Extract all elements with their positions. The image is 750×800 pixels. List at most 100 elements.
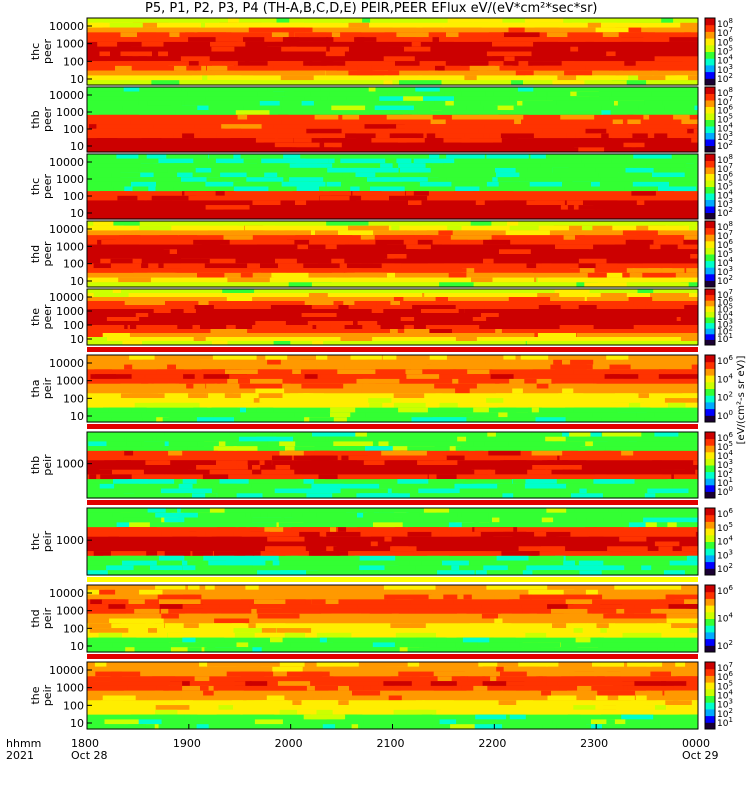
- heatmap-cell: [282, 724, 325, 729]
- heatmap-cell: [116, 91, 161, 97]
- heatmap-cell: [204, 493, 217, 498]
- heatmap-cell: [296, 18, 329, 23]
- heatmap-cell: [503, 200, 510, 206]
- heatmap-cell: [184, 51, 202, 57]
- heatmap-cell: [527, 87, 568, 92]
- heatmap-cell: [423, 205, 466, 210]
- heatmap-cell: [390, 329, 430, 333]
- heatmap-cell: [308, 412, 330, 418]
- heatmap-cell: [93, 209, 137, 215]
- y-tick-label: 100: [63, 622, 84, 635]
- heatmap-cell: [407, 446, 447, 451]
- colorbar-segment: [705, 458, 715, 466]
- heatmap-cell: [638, 527, 666, 532]
- colorbar-tick-label: 105: [717, 303, 733, 316]
- heatmap-cell: [138, 56, 148, 62]
- heatmap-cell: [274, 599, 306, 605]
- heatmap-cell: [418, 488, 450, 494]
- heatmap-cell: [573, 705, 600, 710]
- heatmap-cell: [393, 282, 436, 287]
- heatmap-cell: [469, 249, 491, 254]
- heatmap-cell: [518, 536, 559, 542]
- heatmap-cell: [623, 142, 645, 148]
- heatmap-cell: [509, 110, 538, 115]
- heatmap-cell: [233, 705, 279, 710]
- heatmap-cell: [633, 398, 659, 403]
- heatmap-cell: [126, 436, 153, 442]
- heatmap-cell: [299, 531, 320, 537]
- heatmap-cell: [383, 681, 412, 686]
- heatmap-cell: [226, 671, 265, 677]
- heatmap-cell: [478, 70, 488, 76]
- heatmap-cell: [384, 565, 416, 571]
- heatmap-cell: [242, 398, 254, 403]
- heatmap-cell: [289, 177, 324, 182]
- heatmap-cell: [628, 647, 658, 652]
- heatmap-cell: [161, 613, 188, 619]
- heatmap-cell: [607, 205, 624, 210]
- heatmap-cell: [542, 128, 580, 134]
- heatmap-cell: [499, 249, 531, 254]
- heatmap-cell: [507, 724, 543, 729]
- heatmap-cell: [294, 32, 332, 38]
- heatmap-band: [87, 474, 698, 480]
- colorbar-tick-label: 104: [717, 188, 733, 201]
- heatmap-cell: [299, 398, 344, 403]
- heatmap-cell: [101, 599, 126, 605]
- heatmap-cell: [406, 191, 414, 196]
- heatmap-cell: [348, 225, 389, 231]
- heatmap-cell: [555, 522, 590, 528]
- heatmap-cell: [495, 167, 516, 173]
- heatmap-cell: [689, 714, 698, 720]
- heatmap-cell: [221, 181, 241, 187]
- heatmap-cell: [397, 138, 425, 143]
- heatmap-cell: [251, 239, 295, 245]
- heatmap-cell: [528, 61, 562, 66]
- heatmap-cell: [584, 87, 595, 92]
- heatmap-cell: [195, 167, 212, 173]
- heatmap-cell: [409, 522, 430, 528]
- heatmap-cell: [680, 293, 698, 297]
- heatmap-cell: [349, 172, 356, 178]
- heatmap-cell: [490, 325, 534, 329]
- heatmap-cell: [597, 637, 604, 643]
- heatmap-cell: [158, 555, 184, 561]
- heatmap-cell: [638, 105, 665, 111]
- heatmap-cell: [518, 147, 533, 152]
- heatmap-cell: [514, 87, 534, 92]
- heatmap-cell: [608, 249, 644, 254]
- heatmap-cell: [339, 317, 369, 321]
- heatmap-cell: [278, 263, 318, 269]
- heatmap-cell: [439, 531, 452, 537]
- heatmap-cell: [667, 41, 690, 47]
- heatmap-cell: [333, 205, 367, 210]
- heatmap-cell: [357, 70, 400, 76]
- heatmap-cell: [666, 239, 678, 245]
- heatmap-cell: [560, 114, 595, 120]
- heatmap-cell: [395, 61, 420, 66]
- heatmap-cell: [480, 100, 518, 106]
- heatmap-cell: [382, 469, 399, 475]
- heatmap-cell: [461, 522, 488, 528]
- heatmap-cell: [342, 172, 356, 178]
- heatmap-cell: [287, 239, 310, 245]
- heatmap-cell: [556, 709, 600, 715]
- heatmap-cell: [456, 321, 499, 325]
- heatmap-cell: [159, 599, 201, 605]
- heatmap-cell: [132, 258, 142, 264]
- heatmap-cell: [445, 100, 454, 106]
- heatmap-cell: [274, 488, 290, 494]
- heatmap-cell: [243, 695, 267, 701]
- heatmap-cell: [322, 724, 336, 729]
- heatmap-cell: [117, 441, 133, 447]
- heatmap-cell: [393, 709, 430, 715]
- heatmap-cell: [567, 341, 605, 345]
- heatmap-cell: [380, 325, 410, 329]
- panel-frame: [86, 584, 699, 653]
- heatmap-cell: [210, 329, 248, 333]
- heatmap-cell: [146, 551, 158, 556]
- heatmap-cell: [443, 301, 461, 305]
- heatmap-cell: [160, 91, 172, 97]
- heatmap-cell: [366, 560, 410, 566]
- heatmap-cell: [688, 65, 698, 71]
